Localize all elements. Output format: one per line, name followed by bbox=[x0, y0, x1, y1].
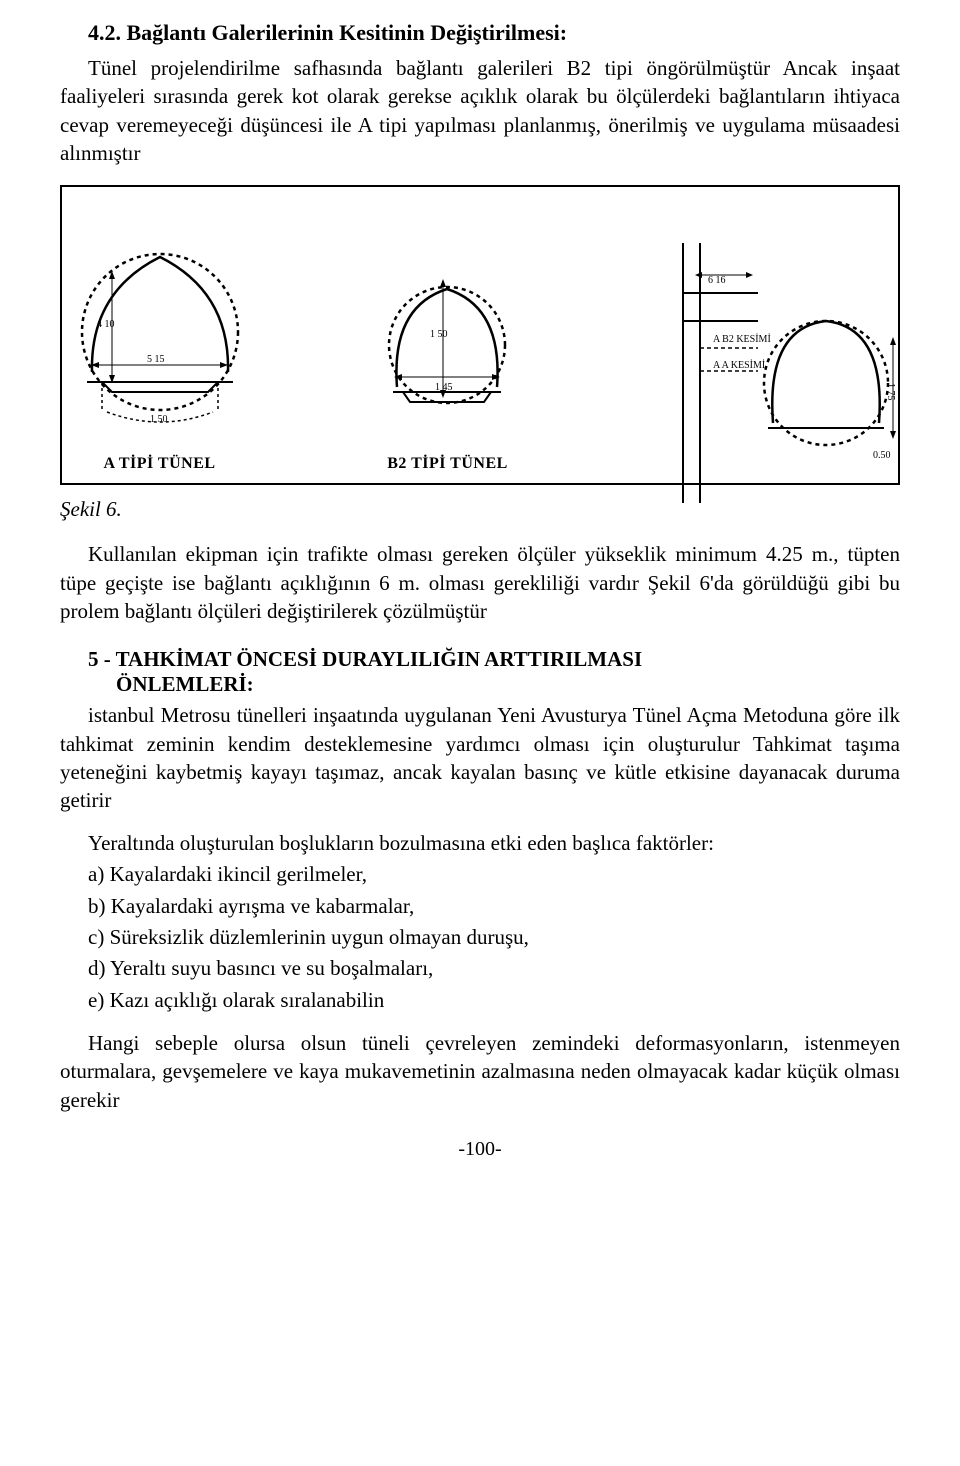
tunnel-b2-label: B2 TİPİ TÜNEL bbox=[387, 455, 508, 473]
section-heading-5-sub: ÖNLEMLERİ: bbox=[60, 672, 900, 697]
plan-text-aa: A A KESİMİ bbox=[713, 359, 765, 371]
tunnel-b2-diagram: 1 50 1 45 B2 TİPİ TÜNEL bbox=[375, 237, 520, 473]
dim-a-bottom: 1 50 bbox=[150, 414, 168, 425]
section-heading-42: 4.2. Bağlantı Galerilerinin Kesitinin De… bbox=[60, 20, 900, 46]
list-item-b: b) Kayalardaki ayrışma ve kabarmalar, bbox=[60, 892, 900, 921]
plan-dim-right: 1 75 bbox=[885, 383, 896, 401]
plan-dim-top: 6 16 bbox=[708, 275, 726, 286]
list-item-e: e) Kazı açıklığı olarak sıralanabilin bbox=[60, 986, 900, 1015]
list-item-d: d) Yeraltı suyu basıncı ve su boşalmalar… bbox=[60, 954, 900, 983]
dim-b2-bottom: 1 45 bbox=[435, 382, 453, 393]
paragraph-42: Tünel projelendirilme safhasında bağlant… bbox=[60, 54, 900, 167]
plan-text-ab2: A B2 KESİMİ bbox=[713, 333, 771, 345]
dim-a-vertical: 4 10 bbox=[97, 319, 115, 330]
dim-a-horizontal: 5 15 bbox=[147, 354, 165, 365]
tunnel-a-diagram: 4 10 5 15 1 50 A TİPİ TÜNEL bbox=[72, 237, 247, 473]
plan-view-diagram: 6 16 A B2 KESİMİ A A KESİMİ 1 75 0.50 bbox=[648, 243, 888, 473]
paragraph-5-2: Hangi sebeple olursa olsun tüneli çevrel… bbox=[60, 1029, 900, 1114]
plan-dim-right2: 0.50 bbox=[873, 450, 891, 461]
page-number: -100- bbox=[60, 1138, 900, 1161]
list-intro: Yeraltında oluşturulan boşlukların bozul… bbox=[60, 829, 900, 858]
dim-b2-top: 1 50 bbox=[430, 329, 448, 340]
tunnel-a-label: A TİPİ TÜNEL bbox=[103, 455, 215, 473]
section-heading-5: 5 - TAHKİMAT ÖNCESİ DURAYLILIĞIN ARTTIRI… bbox=[60, 647, 900, 672]
paragraph-usage: Kullanılan ekipman için trafikte olması … bbox=[60, 540, 900, 625]
figure-6-container: 4 10 5 15 1 50 A TİPİ TÜNEL 1 50 1 45 B2… bbox=[60, 185, 900, 485]
list-item-a: a) Kayalardaki ikincil gerilmeler, bbox=[60, 860, 900, 889]
list-item-c: c) Süreksizlik düzlemlerinin uygun olmay… bbox=[60, 923, 900, 952]
paragraph-5-1: istanbul Metrosu tünelleri inşaatında uy… bbox=[60, 701, 900, 814]
